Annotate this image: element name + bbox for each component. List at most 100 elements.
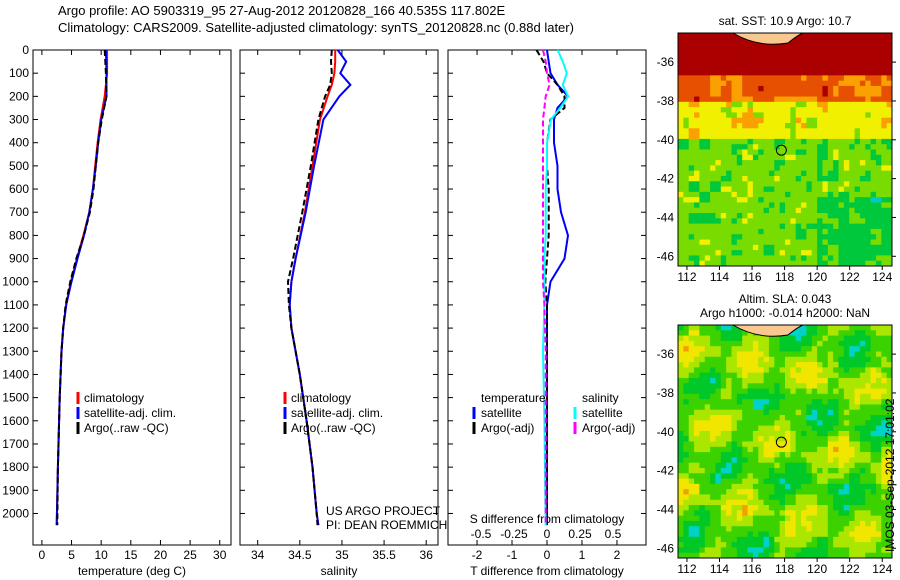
- map-cell: [704, 346, 711, 352]
- lat-tick-label: -44: [657, 502, 675, 516]
- map-cell: [747, 430, 754, 437]
- map-cell: [758, 154, 765, 161]
- map-cell: [790, 409, 797, 416]
- map-cell: [763, 404, 770, 411]
- map-cell: [747, 483, 754, 490]
- map-cell: [827, 335, 834, 342]
- map-cell: [811, 85, 818, 92]
- map-cell: [822, 149, 829, 156]
- map-cell: [881, 138, 888, 145]
- map-cell: [795, 234, 802, 241]
- map-cell: [870, 462, 877, 469]
- map-cell: [763, 452, 770, 458]
- map-cell: [827, 531, 834, 538]
- argo-location-marker: [775, 436, 787, 448]
- map-cell: [699, 43, 706, 50]
- map-cell: [699, 399, 706, 405]
- map-cell: [752, 117, 759, 124]
- map-cell: [720, 457, 727, 464]
- map-cell: [886, 48, 893, 55]
- map-cell: [806, 494, 813, 501]
- map-cell: [838, 197, 845, 203]
- map-cell: [779, 80, 786, 87]
- map-cell: [726, 505, 732, 511]
- map-cell: [865, 457, 872, 464]
- map-cell: [870, 64, 877, 71]
- map-cell: [801, 223, 807, 230]
- map-cell: [742, 404, 749, 411]
- map-cell: [710, 33, 716, 39]
- map-cell: [806, 356, 813, 363]
- map-cell: [736, 250, 743, 256]
- map-cell: [699, 404, 706, 411]
- map-cell: [790, 218, 797, 225]
- map-cell: [811, 372, 818, 379]
- map-cell: [758, 260, 765, 267]
- map-cell: [790, 128, 797, 135]
- map-cell: [768, 218, 775, 225]
- map-cell: [768, 430, 775, 437]
- map-cell: [811, 499, 818, 506]
- map-cell: [736, 547, 743, 554]
- map-cell: [838, 43, 845, 50]
- map-cell: [715, 552, 722, 559]
- map-cell: [870, 346, 877, 352]
- map-cell: [683, 377, 690, 384]
- map-cell: [886, 372, 893, 379]
- map-cell: [806, 536, 813, 543]
- map-cell: [870, 138, 877, 145]
- map-cell: [838, 213, 845, 219]
- map-cell: [790, 202, 797, 209]
- map-cell: [763, 531, 770, 538]
- map-cell: [715, 377, 722, 384]
- map-cell: [715, 531, 722, 538]
- map-cell: [688, 207, 695, 214]
- map-cell: [726, 467, 732, 474]
- map-cell: [801, 515, 807, 522]
- map-cell: [875, 467, 882, 474]
- map-cell: [774, 335, 781, 342]
- map-cell: [694, 436, 700, 442]
- map-cell: [694, 330, 700, 337]
- map-cell: [731, 218, 738, 225]
- map-cell: [726, 117, 732, 124]
- map-cell: [859, 436, 866, 442]
- map-cell: [720, 80, 727, 87]
- map-cell: [833, 197, 839, 203]
- map-cell: [870, 330, 877, 337]
- map-cell: [806, 441, 813, 448]
- map-cell: [731, 367, 738, 374]
- map-cell: [699, 462, 706, 469]
- map-cell: [752, 181, 759, 188]
- map-cell: [875, 213, 882, 219]
- map-cell: [870, 441, 877, 448]
- map-cell: [678, 154, 684, 161]
- map-cell: [710, 404, 716, 411]
- map-cell: [779, 91, 786, 98]
- map-cell: [886, 149, 893, 156]
- map-cell: [859, 430, 866, 437]
- map-cell: [720, 377, 727, 384]
- map-cell: [838, 542, 845, 548]
- map-cell: [678, 91, 684, 98]
- map-cell: [779, 207, 786, 214]
- map-cell: [715, 48, 722, 55]
- map-cell: [843, 228, 850, 235]
- map-cell: [881, 409, 888, 416]
- map-cell: [768, 420, 775, 427]
- map-cell: [843, 510, 850, 517]
- map-cell: [688, 239, 695, 246]
- map-cell: [699, 547, 706, 554]
- map-cell: [720, 133, 727, 140]
- map-cell: [875, 494, 882, 501]
- y-tick-label: 1600: [2, 414, 29, 428]
- map-cell: [870, 170, 877, 177]
- map-cell: [843, 531, 850, 538]
- map-cell: [688, 80, 695, 87]
- map-cell: [774, 520, 781, 527]
- map-cell: [859, 207, 866, 214]
- map-cell: [715, 228, 722, 235]
- map-cell: [854, 154, 861, 161]
- map-cell: [683, 128, 690, 135]
- map-cell: [806, 351, 813, 358]
